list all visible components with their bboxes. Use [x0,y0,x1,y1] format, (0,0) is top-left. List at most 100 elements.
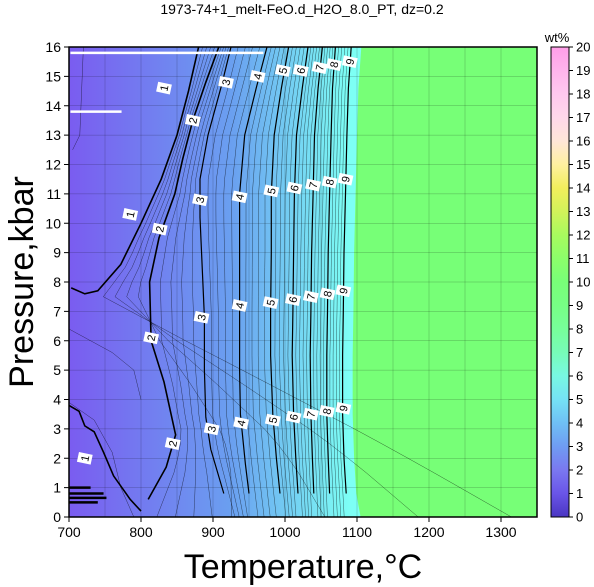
colorbar-tick-label: 9 [576,298,583,313]
contour-label-text: 2 [146,334,159,342]
contour-label: 5 [274,64,291,77]
contour-label-text: 8 [324,178,337,186]
contour-label-text: 9 [340,175,353,183]
y-tick-label: 1 [53,480,61,496]
contour-label-box [286,181,303,195]
contour-label-text: 7 [305,293,318,301]
y-tick-label: 2 [53,450,61,466]
y-tick-label: 15 [45,68,61,84]
contour-label-text: 9 [344,58,357,66]
contour-label-box [151,222,168,236]
contour-label-text: 3 [206,425,219,433]
contour-label-box [321,175,338,189]
contour-label-text: 9 [338,404,351,412]
contour-label: 8 [326,58,342,71]
contour-label-text: 3 [220,78,233,86]
contour-label-text: 3 [196,313,209,321]
contour-label-box [311,61,328,74]
colorbar-tick-label: 13 [576,204,590,219]
contour-label-text: 7 [308,181,321,189]
y-tick-label: 14 [45,98,61,114]
contour-label-text: 9 [338,287,351,295]
contour-label: 9 [335,284,352,298]
contour-label: 5 [263,184,280,198]
y-tick-label: 16 [45,39,61,55]
contour-label: 5 [262,296,279,309]
contour-label: 1 [122,208,139,221]
contour-line-6 [291,47,309,494]
contour-label-text: 2 [167,440,180,448]
contour-label: 2 [164,437,181,450]
contour-label-box [122,208,139,221]
contour-label-text: 8 [328,61,341,69]
contour-label: 6 [285,410,302,424]
y-tick-label: 0 [53,509,61,525]
contour-label: 4 [231,299,248,312]
contour-label: 4 [231,190,248,204]
contour-label: 2 [184,114,201,127]
contour-label-box [319,287,336,301]
colorbar-tick-label: 3 [576,439,583,454]
x-tick-label: 1000 [269,524,300,540]
x-axis-ticks: 700 800 900 1000 1100 1200 1300 [57,517,517,540]
contour-label-box [335,284,352,298]
colorbar-tick-label: 19 [576,63,590,78]
contour-label-box [192,193,208,207]
contour-label-text: 6 [289,184,302,192]
y-tick-label: 11 [46,186,61,202]
colorbar-title: wt% [544,30,570,45]
contour-label-text: 4 [252,72,265,80]
contour-label-box [249,70,266,83]
colorbar-tick-label: 8 [576,322,583,337]
contour-label-text: 7 [305,410,318,418]
contour-label: 3 [192,193,208,207]
contour-label: 3 [203,422,220,436]
colorbar-tick-label: 12 [576,228,590,243]
contour-line-4 [239,47,268,494]
colorbar-strip [550,46,570,518]
contour-label: 5 [264,413,281,427]
contour-label: 4 [233,416,249,430]
contour-label-text: 2 [187,116,200,124]
contour-label-text: 6 [287,296,300,304]
contour-label-text: 2 [154,225,167,233]
colorbar-tick-label: 5 [576,392,583,407]
contour-label-box [285,410,302,424]
y-tick-label: 6 [53,333,61,349]
y-tick-label: 3 [53,421,61,437]
y-tick-label: 5 [53,362,61,378]
y-tick-label: 12 [45,157,61,173]
contour-label-text: 6 [288,413,301,421]
contour-label: 9 [341,55,358,69]
contour-label-text: 4 [236,419,249,427]
x-tick-label: 900 [201,524,225,540]
colorbar-tick-label: 15 [576,157,590,172]
x-tick-label: 800 [129,524,153,540]
colorbar-tick-label: 17 [576,110,590,125]
contour-label-text: 1 [158,84,171,92]
white-marker-lines [70,51,264,113]
contour-label: 7 [303,407,319,421]
contour-label-box [218,75,234,89]
contour-label-box [233,416,249,430]
y-tick-label: 4 [53,392,61,408]
contour-label-box [264,413,281,427]
grid-lines [69,47,537,517]
contour-label: 3 [193,310,210,324]
contour-label-box [335,401,352,415]
contour-label-text: 1 [79,454,92,462]
contour-label: 7 [311,61,328,74]
contour-label-text: 5 [277,66,290,74]
contour-label-box [341,55,358,69]
contour-label: 7 [303,290,319,304]
colorbar-tick-label: 2 [576,463,583,478]
contour-line-8 [326,47,336,494]
colorbar-tick-label: 4 [576,416,583,431]
y-tick-label: 10 [45,215,61,231]
contour-label-box [263,184,280,198]
contour-label: 1 [156,81,172,95]
contour-label: 2 [143,331,159,345]
